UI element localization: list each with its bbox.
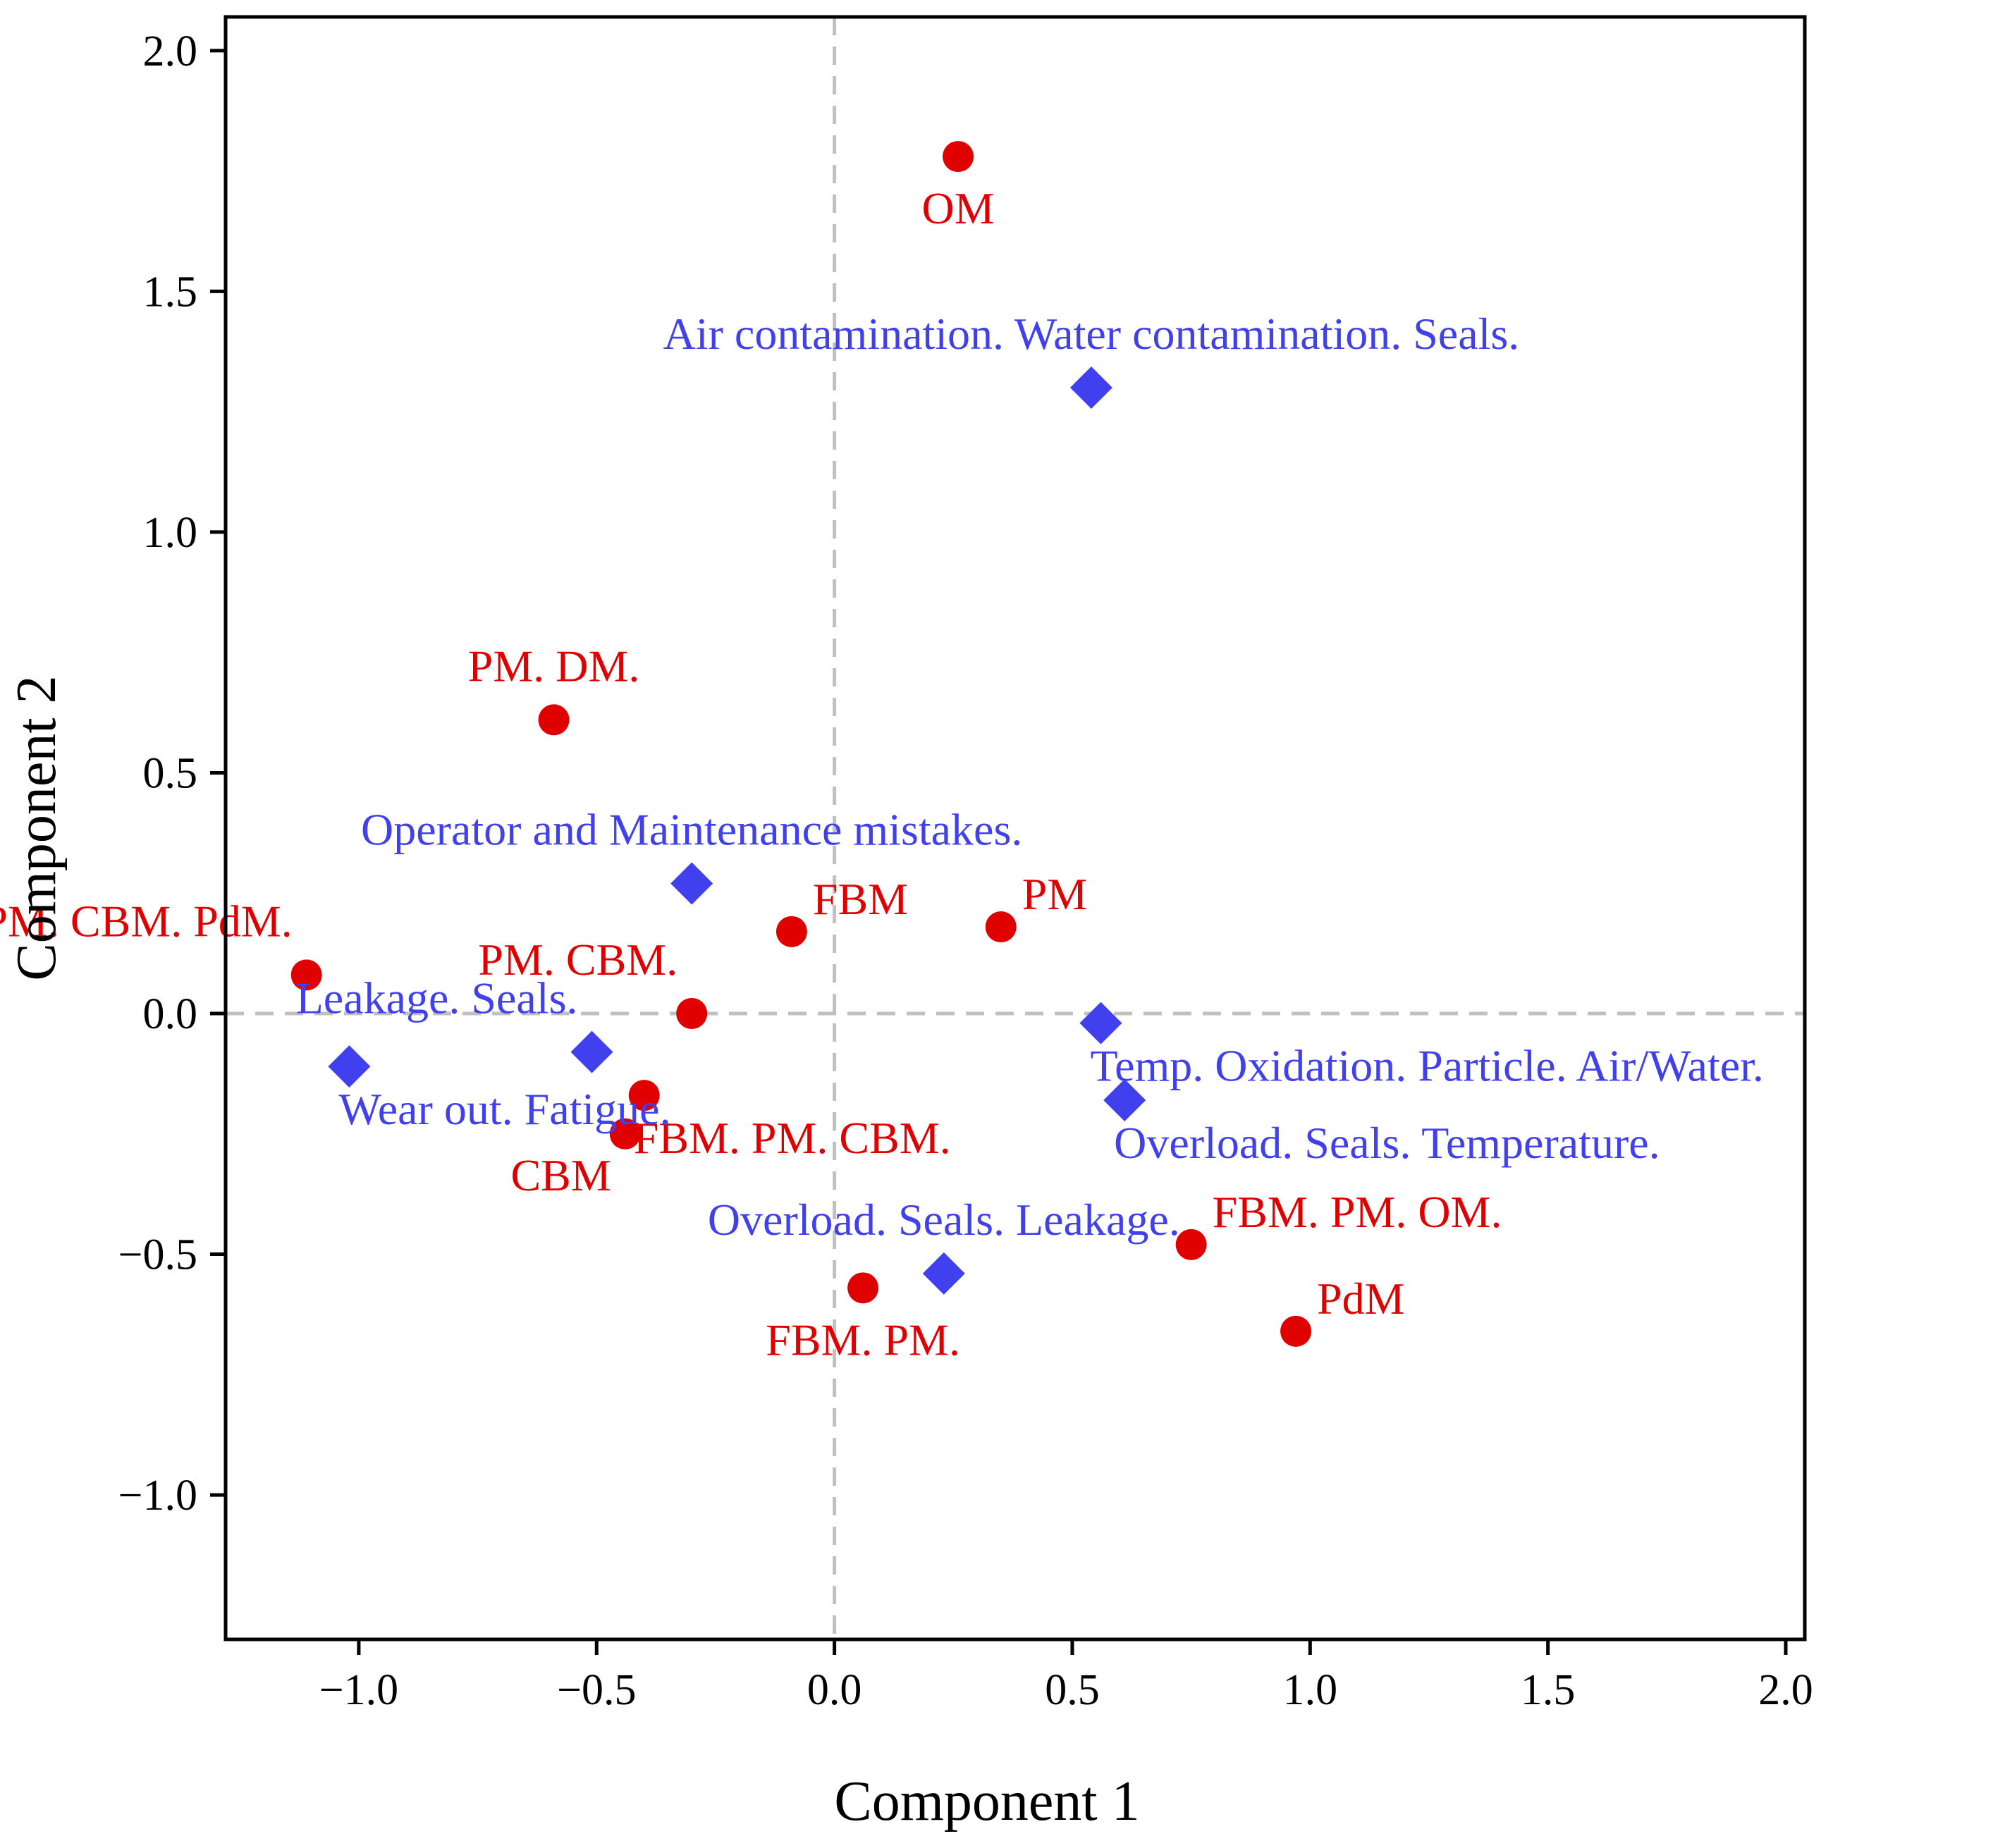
data-point-diamond xyxy=(922,1252,965,1295)
data-point-circle xyxy=(609,1118,641,1150)
data-point-diamond xyxy=(328,1045,371,1088)
data-label: PM. CBM. PdM. xyxy=(0,896,293,946)
data-label: PdM xyxy=(1317,1274,1405,1324)
data-point-circle xyxy=(847,1272,879,1304)
data-label: Air contamination. Water contamination. … xyxy=(663,309,1520,359)
y-tick-label: 2.0 xyxy=(143,27,198,75)
axes: −1.0 −0.5 0.0 0.5 1.0 1.5 2.0 −1.0 −0.5 0.0 0.5 1.0… xyxy=(118,27,1813,1714)
y-tick-label: 0.5 xyxy=(143,749,198,797)
data-point-circle xyxy=(538,704,570,736)
x-tick-label: 0.5 xyxy=(1045,1666,1100,1714)
data-point-diamond xyxy=(1079,1002,1122,1045)
data-label: FBM. PM. xyxy=(766,1314,960,1365)
data-label: CBM xyxy=(510,1150,611,1200)
data-label: Operator and Maintenance mistakes. xyxy=(361,805,1022,855)
y-axis-title: Component 2 xyxy=(6,675,68,980)
data-point-circle xyxy=(1175,1228,1207,1260)
data-label: PM. DM. xyxy=(468,641,640,691)
x-tick-label: 1.5 xyxy=(1521,1666,1576,1714)
x-tick-label: 2.0 xyxy=(1758,1666,1813,1714)
plot-area-frame xyxy=(223,15,1807,1641)
data-point-circle xyxy=(628,1080,660,1111)
data-point-circle xyxy=(676,997,708,1029)
x-tick-label: −0.5 xyxy=(557,1666,636,1714)
reference-lines xyxy=(226,17,1805,1639)
data-label: Wear out. Fatigue. xyxy=(338,1084,670,1134)
data-label: Temp. Oxidation. Particle. Air/Water. xyxy=(1090,1041,1763,1091)
data-point-circle xyxy=(775,916,807,947)
data-label: Leakage. Seals. xyxy=(296,973,578,1023)
data-point-circle xyxy=(943,141,974,173)
data-point-diamond xyxy=(570,1030,613,1073)
data-point-circle xyxy=(290,959,322,991)
data-point-diamond xyxy=(670,862,713,905)
data-labels: OM PM. DM. PM. CBM. PdM. FBM PM PM. CBM. FBM. … xyxy=(0,183,1764,1365)
data-label: FBM. PM. CBM. xyxy=(634,1113,951,1163)
data-label: PM. CBM. xyxy=(478,935,677,985)
data-label: Overload. Seals. Temperature. xyxy=(1114,1118,1660,1168)
data-point-circle xyxy=(1280,1315,1312,1347)
data-label: OM xyxy=(921,183,994,233)
data-point-diamond xyxy=(1069,366,1112,409)
data-label: FBM. PM. OM. xyxy=(1213,1187,1502,1237)
y-tick-label: 1.5 xyxy=(143,268,198,316)
x-axis-title: Component 1 xyxy=(834,1770,1139,1832)
y-tick-label: 1.0 xyxy=(143,509,198,557)
x-tick-label: −1.0 xyxy=(319,1666,398,1714)
data-point-diamond xyxy=(1103,1078,1146,1121)
data-point-circle xyxy=(985,911,1017,943)
y-tick-label: −1.0 xyxy=(118,1472,197,1520)
y-tick-label: −0.5 xyxy=(118,1231,197,1279)
x-tick-label: 1.0 xyxy=(1283,1666,1338,1714)
data-label: FBM xyxy=(813,874,908,924)
data-label: PM xyxy=(1022,869,1088,919)
x-tick-label: 0.0 xyxy=(807,1666,862,1714)
data-points xyxy=(290,141,1312,1347)
data-label: Overload. Seals. Leakage. xyxy=(708,1195,1180,1245)
y-tick-label: 0.0 xyxy=(143,990,198,1038)
